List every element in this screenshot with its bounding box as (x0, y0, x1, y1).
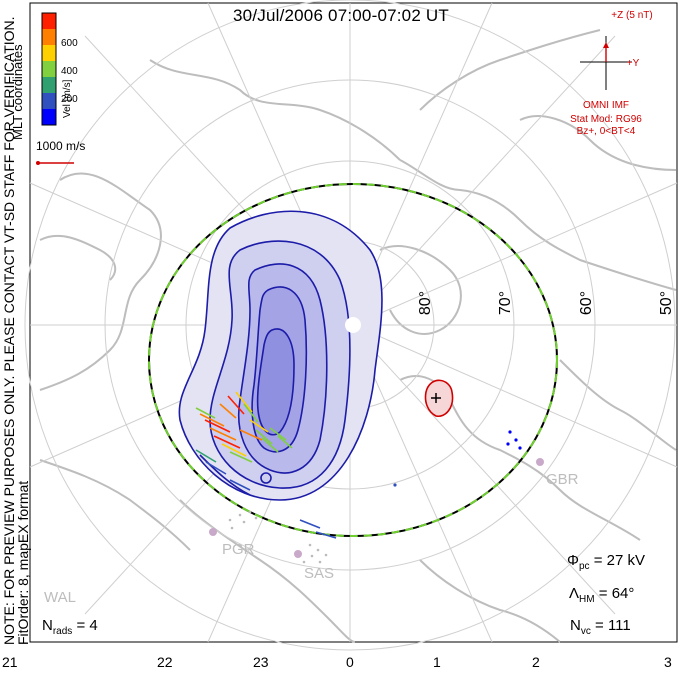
nrads-value: = 4 (76, 617, 98, 634)
mlt-label-21: 21 (2, 654, 18, 670)
colorbar-border (41, 12, 57, 126)
stat-nvc: Nvc = 111 (570, 617, 631, 637)
station-gbr: GBR (546, 471, 579, 488)
page-title: 30/Jul/2006 07:00-07:02 UT (233, 6, 449, 25)
velocity-colorbar (41, 12, 57, 126)
potential-contours (178, 210, 454, 501)
lat-label-50: 50° (658, 290, 676, 316)
mlt-label-1: 1 (433, 654, 441, 670)
station-sas: SAS (304, 565, 335, 582)
vel-tick-600: 600 (61, 38, 78, 49)
station-wal: WAL (44, 589, 76, 606)
colorbar-segment (42, 109, 56, 126)
imf-source: OMNI IMF (582, 100, 630, 111)
vel-tick-400: 400 (61, 66, 78, 77)
colorbar-segment (42, 45, 56, 62)
reference-vector-label: 1000 m/s (36, 139, 86, 153)
fov-dots (228, 510, 328, 564)
stat-nrads: Nrads = 4 (42, 617, 98, 637)
lat-label-70: 70° (497, 290, 515, 316)
imf-dial (580, 36, 632, 90)
mlt-label-0: 0 (346, 654, 354, 670)
nrads-symbol: N (42, 617, 53, 634)
mlt-label-23: 23 (253, 654, 269, 670)
station-pgr: PGR (222, 541, 255, 558)
lat-label-60: 60° (578, 290, 596, 316)
reference-vector (36, 161, 74, 165)
phi-value: = 27 kV (593, 552, 645, 569)
colorbar-segment (42, 61, 56, 78)
radar-sites (209, 458, 544, 558)
imf-model-line2: Bz+, 0<BT<4 (576, 126, 636, 137)
phi-sub: pc (578, 561, 590, 572)
lambda-symbol: Λ (569, 585, 580, 602)
lambda-value: = 64° (598, 585, 635, 602)
coords-label: MLT coordinates (10, 44, 25, 140)
stat-phi-pc: Φpc = 27 kV (567, 552, 645, 572)
stat-lambda-hm: ΛHM = 64° (569, 585, 634, 605)
lat-label-80: 80° (417, 290, 435, 316)
imf-bz-label: +Z (5 nT) (611, 10, 653, 21)
colorbar-segment (42, 77, 56, 94)
coastlines (39, 29, 677, 643)
lambda-sub: HM (579, 594, 595, 605)
imf-by-label: +Y (626, 58, 640, 69)
nrads-sub: rads (52, 626, 73, 637)
velocity-vectors (195, 391, 522, 539)
potential-max-marker (431, 393, 441, 403)
phi-symbol: Φ (567, 552, 579, 569)
vel-tick-200: 200 (61, 94, 78, 105)
nvc-symbol: N (570, 617, 581, 634)
colorbar-segment (42, 93, 56, 110)
velocity-scale-label: Vel [m/s] (62, 79, 73, 118)
mlt-label-22: 22 (157, 654, 173, 670)
nvc-sub: vc (580, 626, 591, 637)
nvc-value: = 111 (595, 617, 631, 634)
hm-boundary-dash (148, 183, 558, 537)
colorbar-segment (42, 29, 56, 46)
mlt-label-3: 3 (664, 654, 672, 670)
colorbar-segment (42, 13, 56, 30)
imf-model-line1: Stat Mod: RG96 (570, 114, 642, 125)
mlt-label-2: 2 (532, 654, 540, 670)
